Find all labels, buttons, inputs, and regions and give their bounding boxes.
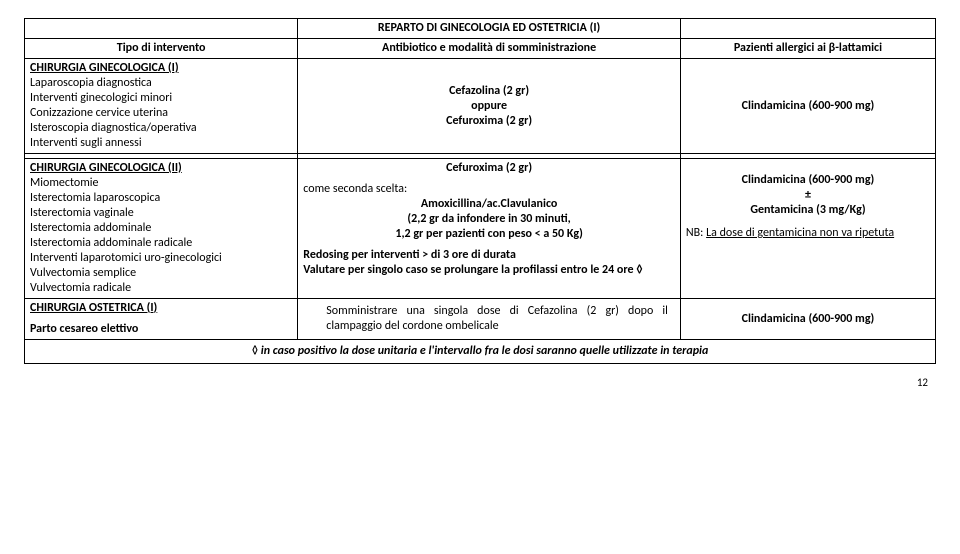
section2-allergy-cell: Clindamicina (600-900 mg) ± Gentamicina …: [680, 159, 935, 299]
section2-nb-prefix: NB:: [686, 226, 706, 240]
section1-cell: CHIRURGIA GINECOLOGICA (I) Laparoscopia …: [25, 59, 298, 154]
section2-cell: CHIRURGIA GINECOLOGICA (II) Miomectomie …: [25, 159, 298, 299]
section2-item: Interventi laparotomici uro-ginecologici: [30, 251, 292, 266]
section2-allergy1: Clindamicina (600-900 mg): [686, 173, 930, 188]
footnote: ◊ in caso positivo la dose unitaria e l'…: [252, 344, 709, 358]
section3-drug-cell: Somministrare una singola dose di Cefazo…: [298, 299, 681, 340]
header-col3: Pazienti allergici ai β-lattamici: [680, 39, 935, 59]
report-title: REPARTO DI GINECOLOGIA ED OSTETRICIA (I): [298, 19, 681, 39]
section2-redosing: Redosing per interventi > di 3 ore di du…: [303, 248, 675, 263]
section2-item: Miomectomie: [30, 176, 292, 191]
section1-item: Laparoscopia diagnostica: [30, 76, 292, 91]
header-col2: Antibiotico e modalità di somministrazio…: [298, 39, 681, 59]
section2-drug-main: Cefuroxima (2 gr): [303, 161, 675, 176]
section2-valutare: Valutare per singolo caso se prolungare …: [303, 263, 675, 278]
section1-drug-or: oppure: [303, 99, 675, 114]
section1-item: Conizzazione cervice uterina: [30, 106, 292, 121]
section3-allergy: Clindamicina (600-900 mg): [742, 312, 875, 326]
section3-item: Parto cesareo elettivo: [30, 322, 292, 337]
section2-allergy2: Gentamicina (3 mg/Kg): [686, 203, 930, 218]
section1-allergy-cell: Clindamicina (600-900 mg): [680, 59, 935, 154]
section1-allergy: Clindamicina (600-900 mg): [742, 99, 875, 113]
section3-cell: CHIRURGIA OSTETRICA (I) Parto cesareo el…: [25, 299, 298, 340]
section2-item: Vulvectomia radicale: [30, 281, 292, 296]
section1-drug-cell: Cefazolina (2 gr) oppure Cefuroxima (2 g…: [298, 59, 681, 154]
section2-title: CHIRURGIA GINECOLOGICA (II): [30, 161, 292, 176]
section1-item: Interventi ginecologici minori: [30, 91, 292, 106]
section1-title: CHIRURGIA GINECOLOGICA (I): [30, 61, 292, 76]
section2-item: Isterectomia addominale radicale: [30, 236, 292, 251]
section2-item: Isterectomia addominale: [30, 221, 292, 236]
section2-amox: Amoxicillina/ac.Clavulanico: [303, 197, 675, 212]
section2-amox-d2: 1,2 gr per pazienti con peso < a 50 Kg): [303, 227, 675, 242]
section1-drug1: Cefazolina (2 gr): [303, 84, 675, 99]
header-col1: Tipo di intervento: [25, 39, 298, 59]
section1-drug2: Cefuroxima (2 gr): [303, 114, 675, 129]
section2-item: Vulvectomia semplice: [30, 266, 292, 281]
section2-second-label: come seconda scelta:: [303, 182, 675, 197]
section3-allergy-cell: Clindamicina (600-900 mg): [680, 299, 935, 340]
protocol-table: REPARTO DI GINECOLOGIA ED OSTETRICIA (I)…: [24, 18, 936, 364]
section2-item: Isterectomia vaginale: [30, 206, 292, 221]
section2-amox-d1: (2,2 gr da infondere in 30 minuti,: [303, 212, 675, 227]
section2-allergy-pm: ±: [686, 188, 930, 203]
section2-drug-cell: Cefuroxima (2 gr) come seconda scelta: A…: [298, 159, 681, 299]
section1-item: Interventi sugli annessi: [30, 136, 292, 151]
section3-title: CHIRURGIA OSTETRICA (I): [30, 301, 292, 316]
section2-item: Isterectomia laparoscopica: [30, 191, 292, 206]
section2-allergy-note: La dose di gentamicina non va ripetuta: [706, 226, 894, 240]
section1-item: Isteroscopia diagnostica/operativa: [30, 121, 292, 136]
section3-drug-text: Somministrare una singola dose di Cefazo…: [326, 304, 668, 333]
page-number: 12: [24, 376, 936, 389]
